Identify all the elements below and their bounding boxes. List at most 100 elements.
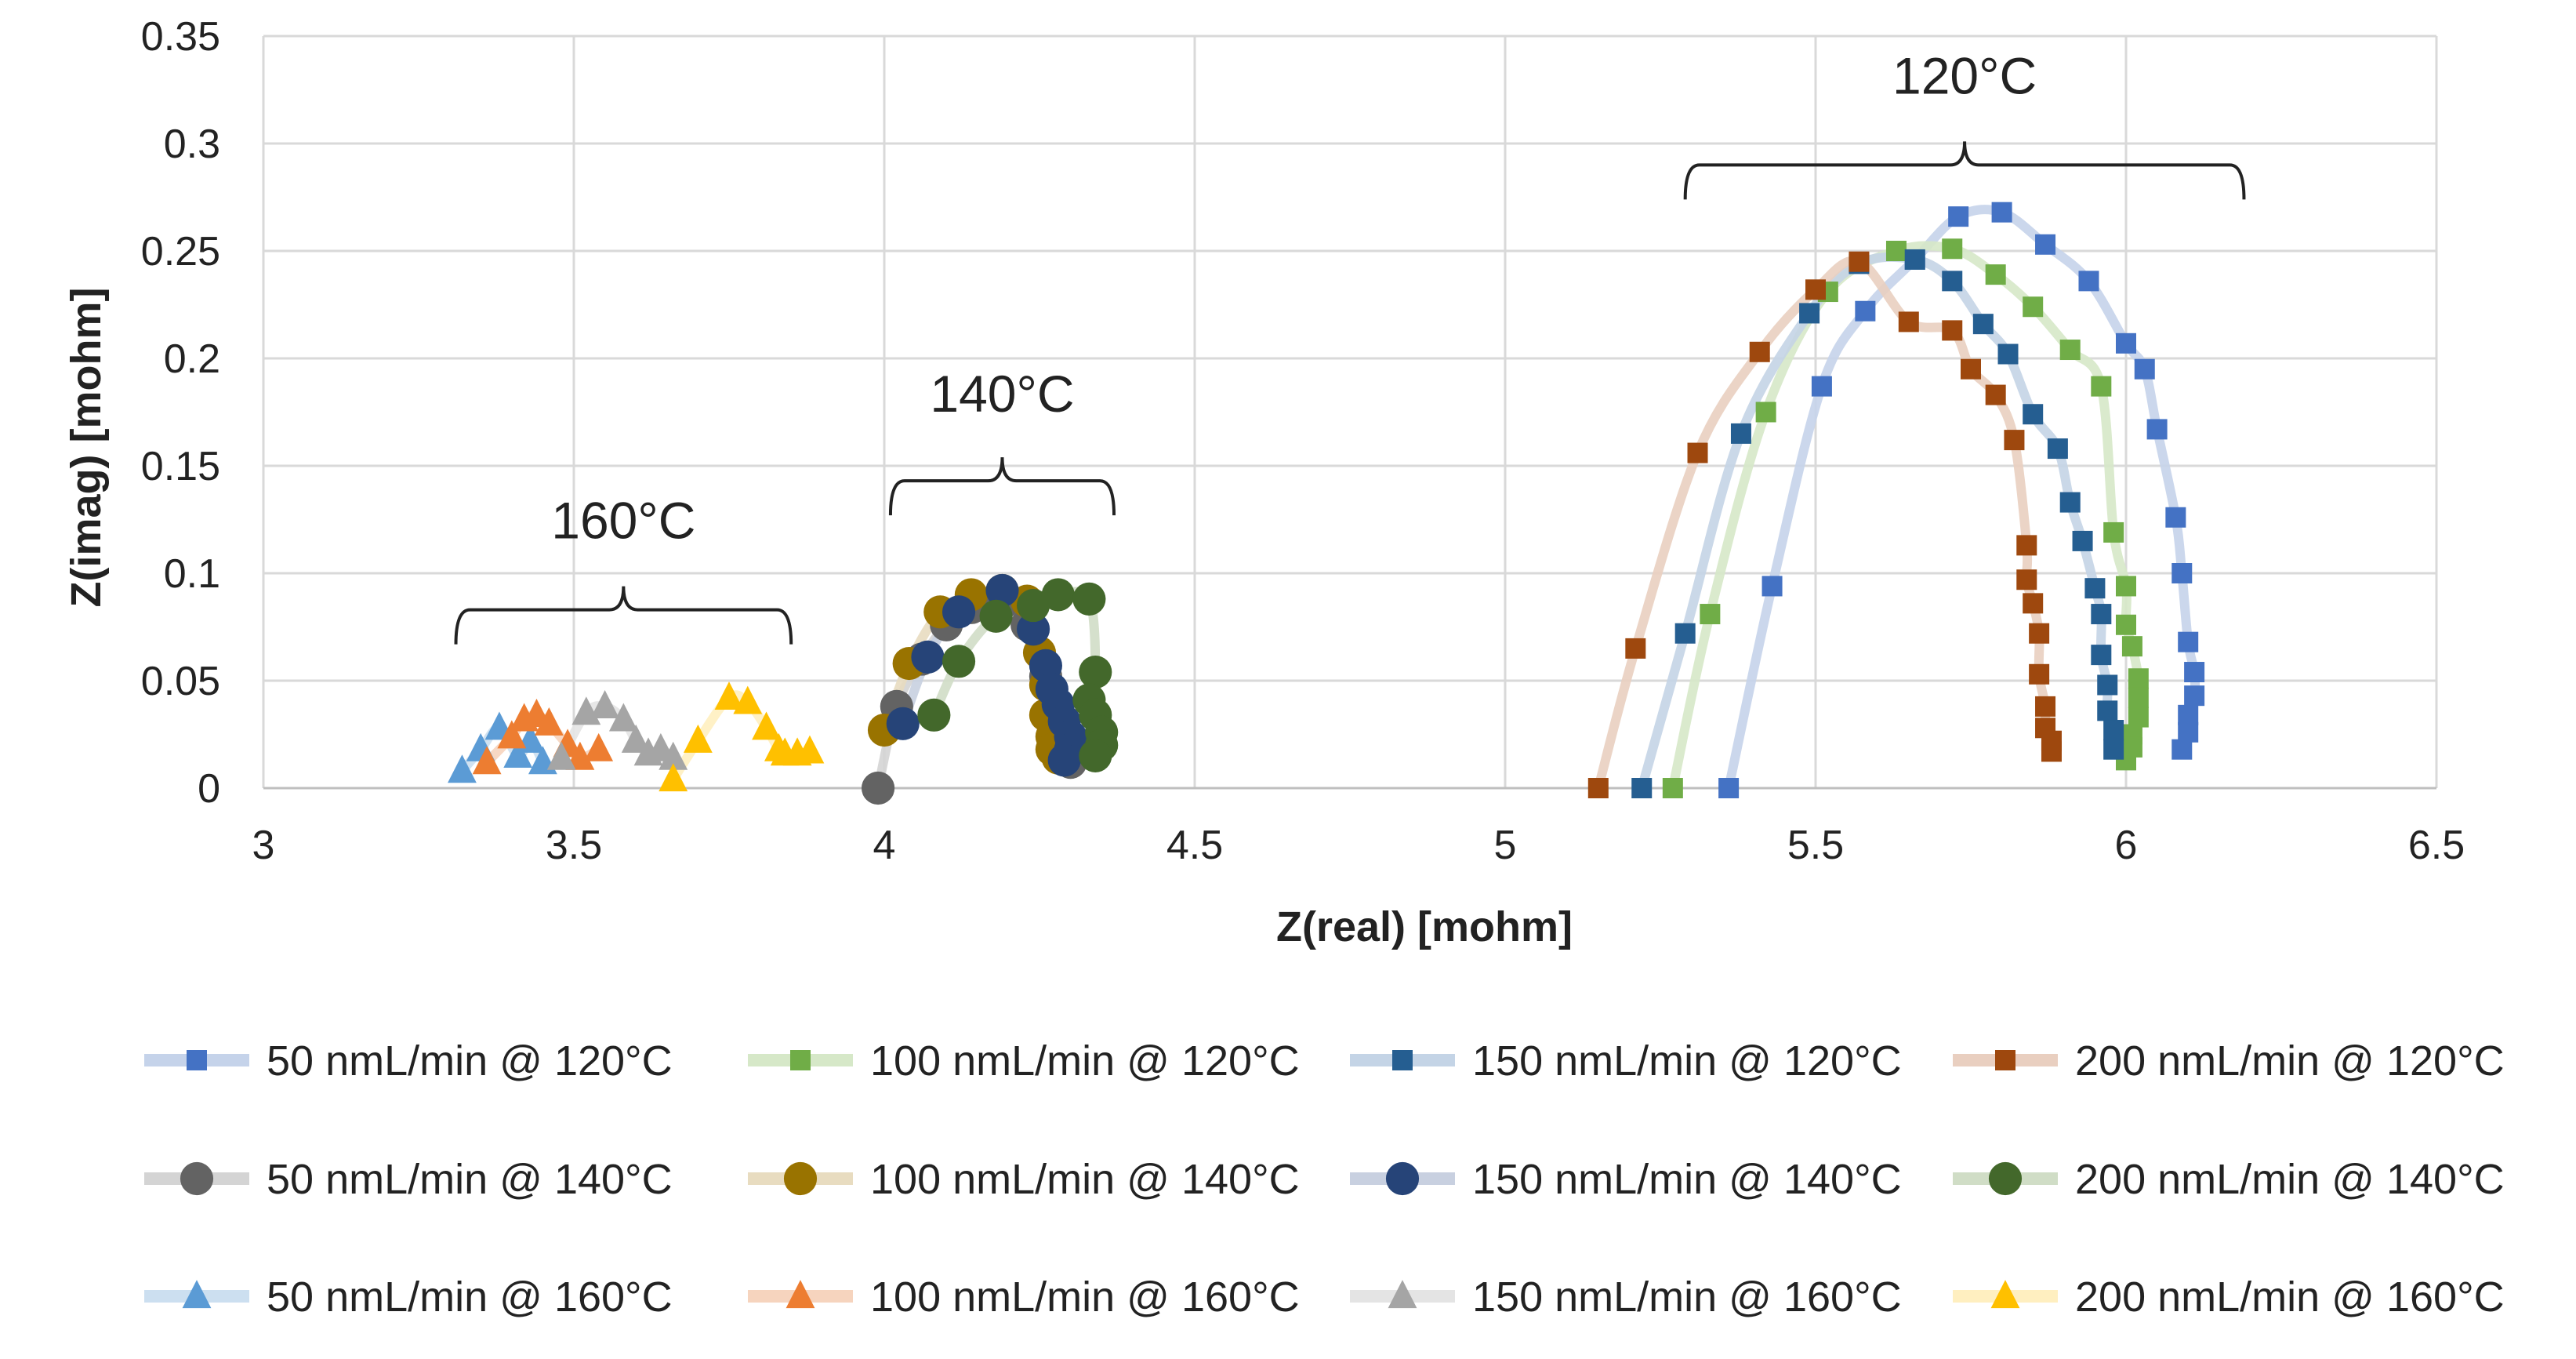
data-point <box>1079 739 1112 772</box>
legend-swatch-marker <box>1995 1050 2015 1070</box>
data-point <box>448 754 477 783</box>
data-point <box>2016 535 2037 556</box>
data-point <box>2165 507 2186 528</box>
annotation-label: 120°C <box>1892 46 2037 104</box>
data-point <box>1997 343 2019 365</box>
y-tick-label: 0.35 <box>141 14 220 60</box>
data-point <box>1730 423 1751 444</box>
legend-item: 100 nmL/min @ 120°C <box>748 1037 1300 1085</box>
data-point <box>1898 311 1919 332</box>
data-point <box>1761 576 1783 597</box>
legend: 50 nmL/min @ 120°C 100 nmL/min @ 120°C 150… <box>144 1037 2505 1321</box>
data-point <box>1942 238 1963 260</box>
data-point <box>1985 264 2006 285</box>
legend-label: 200 nmL/min @ 140°C <box>2075 1156 2505 1203</box>
data-point <box>1041 578 1075 612</box>
data-point <box>1017 589 1050 623</box>
legend-item: 150 nmL/min @ 160°C <box>1350 1274 1902 1321</box>
data-point <box>2116 576 2136 597</box>
data-point <box>2128 707 2149 728</box>
data-point <box>565 741 595 770</box>
x-tick-label: 5.5 <box>1787 823 1844 868</box>
data-point <box>1047 743 1081 777</box>
data-point <box>2059 340 2081 361</box>
data-point <box>2091 376 2112 397</box>
legend-label: 100 nmL/min @ 140°C <box>870 1156 1300 1203</box>
data-point <box>942 595 976 629</box>
legend-label: 200 nmL/min @ 120°C <box>2075 1037 2505 1085</box>
legend-label: 50 nmL/min @ 120°C <box>267 1037 673 1085</box>
legend-swatch-marker <box>182 1280 212 1309</box>
data-point <box>1904 249 1925 270</box>
data-point <box>546 741 576 770</box>
legend-label: 100 nmL/min @ 120°C <box>870 1037 1300 1085</box>
data-point <box>2016 569 2037 590</box>
data-point <box>1805 279 1826 300</box>
legend-item: 200 nmL/min @ 160°C <box>1953 1274 2505 1321</box>
y-axis-title: Z(imag) [mohm] <box>63 288 110 608</box>
legend-label: 150 nmL/min @ 160°C <box>1472 1274 1902 1321</box>
data-point <box>1855 300 1876 322</box>
data-point <box>2097 674 2118 696</box>
data-point <box>1942 320 1963 341</box>
data-point <box>1811 376 1832 397</box>
data-point <box>2047 438 2068 460</box>
legend-item: 150 nmL/min @ 120°C <box>1350 1037 1902 1085</box>
data-point <box>2091 645 2112 666</box>
legend-item: 50 nmL/min @ 160°C <box>144 1274 673 1321</box>
data-point <box>2146 419 2168 440</box>
data-point <box>1849 251 1870 272</box>
legend-label: 50 nmL/min @ 140°C <box>267 1156 673 1203</box>
data-point <box>1017 612 1050 646</box>
data-point <box>2116 332 2136 354</box>
data-point <box>752 711 781 740</box>
legend-label: 50 nmL/min @ 160°C <box>267 1274 673 1321</box>
y-tick-label: 0 <box>198 766 220 812</box>
data-point <box>979 599 1013 633</box>
data-point <box>1885 241 1907 261</box>
legend-label: 100 nmL/min @ 160°C <box>870 1274 1300 1321</box>
legend-swatch-marker <box>1392 1050 1413 1070</box>
data-point <box>2121 636 2142 657</box>
y-tick-label: 0.1 <box>164 551 220 597</box>
legend-item: 50 nmL/min @ 140°C <box>144 1156 673 1203</box>
data-point <box>1948 206 1969 227</box>
annotation-label: 160°C <box>551 492 695 550</box>
data-point <box>590 690 619 718</box>
legend-item: 150 nmL/min @ 140°C <box>1350 1156 1902 1203</box>
legend-swatch-marker <box>783 1161 818 1196</box>
data-point <box>2103 720 2124 741</box>
data-point <box>503 739 533 769</box>
data-point <box>2023 404 2044 425</box>
data-point <box>2035 696 2056 717</box>
data-point <box>1942 271 1963 292</box>
x-tick-label: 5 <box>1494 823 1517 868</box>
annotation-brace <box>888 457 1116 516</box>
data-point <box>1799 303 1820 324</box>
data-point <box>497 720 527 749</box>
x-tick-label: 3 <box>252 823 275 868</box>
data-point <box>2128 668 2149 689</box>
legend-label: 150 nmL/min @ 120°C <box>1472 1037 1902 1085</box>
data-point <box>2178 704 2199 725</box>
legend-swatch-marker <box>180 1161 214 1196</box>
data-point <box>1755 402 1776 423</box>
data-point <box>2035 234 2056 255</box>
data-point <box>2072 530 2093 551</box>
temperature-annotations: 120°C 140°C 160°C <box>454 46 2246 645</box>
data-point <box>534 707 564 736</box>
legend-swatch-marker <box>1388 1280 1417 1309</box>
data-point <box>886 707 920 740</box>
data-point <box>2023 593 2044 614</box>
data-point <box>2128 687 2149 708</box>
legend-item: 100 nmL/min @ 140°C <box>748 1156 1300 1203</box>
x-tick-label: 6.5 <box>2408 823 2465 868</box>
legend-item: 200 nmL/min @ 140°C <box>1953 1156 2505 1203</box>
data-point <box>472 746 502 775</box>
data-point <box>1625 638 1646 659</box>
data-point <box>795 735 825 764</box>
legend-swatch-marker <box>790 1050 811 1070</box>
legend-item: 200 nmL/min @ 120°C <box>1953 1037 2505 1085</box>
legend-item: 50 nmL/min @ 120°C <box>144 1037 673 1085</box>
y-tick-label: 0.15 <box>141 444 220 489</box>
